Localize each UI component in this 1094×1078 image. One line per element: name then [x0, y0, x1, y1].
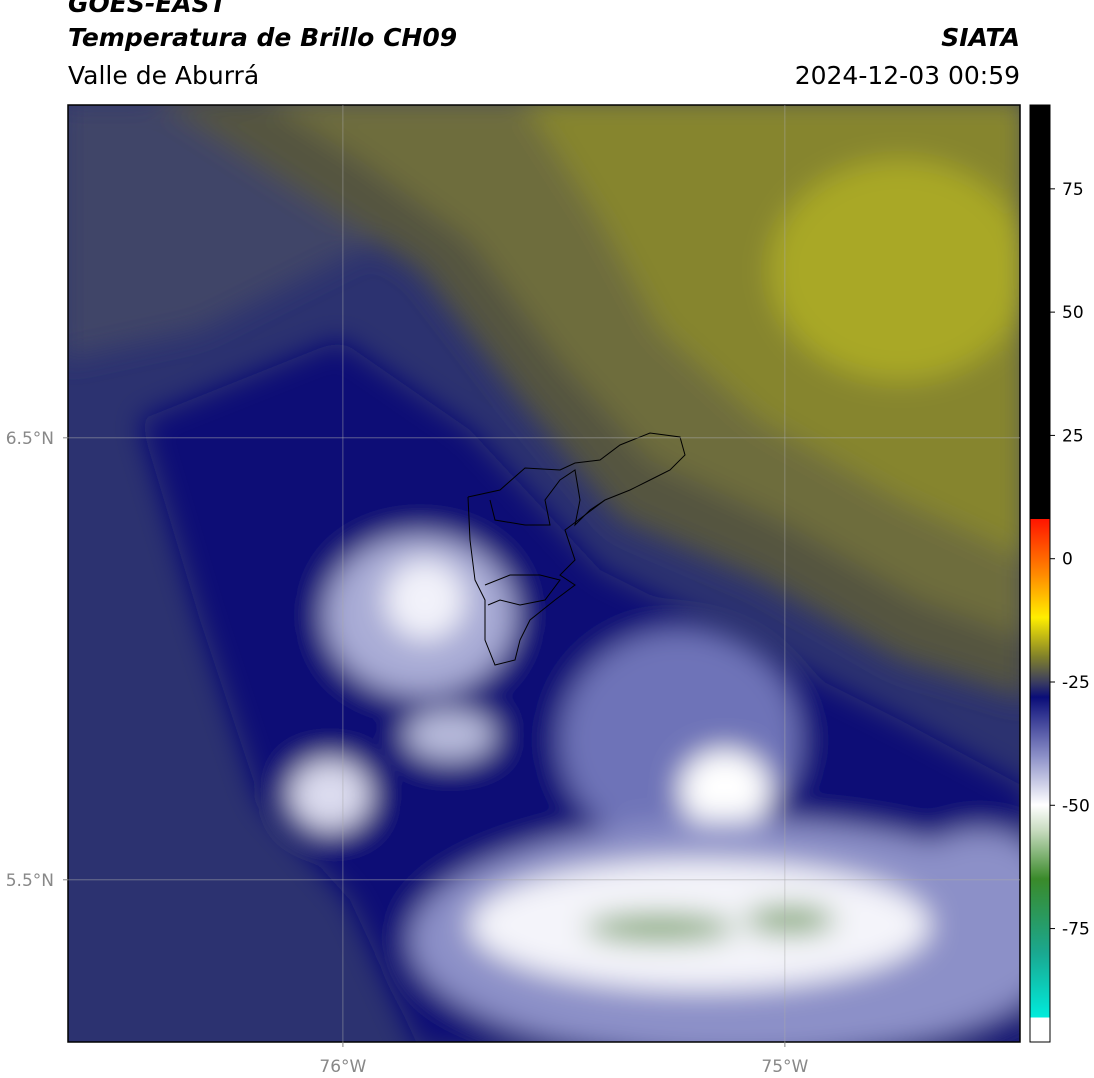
colorbar-tick-label: 25 [1062, 426, 1084, 446]
colorbar-tick-label: 0 [1062, 550, 1073, 570]
region: Valle de Aburrá [68, 61, 259, 90]
subtitle: Temperatura de Brillo CH09 [68, 23, 457, 52]
source: SIATA [941, 23, 1020, 52]
map-frame [67, 104, 1021, 1043]
colorbar-tick-label: -50 [1062, 796, 1090, 816]
datetime: 2024-12-03 00:59 [795, 61, 1020, 90]
colorbar-tick-label: -75 [1062, 920, 1090, 940]
x-tick-label: 75°W [761, 1057, 808, 1077]
x-tick-label: 76°W [319, 1057, 366, 1077]
y-tick-label: 6.5°N [6, 429, 54, 449]
colorbar-tick-label: 50 [1062, 303, 1084, 323]
satellite-image [68, 105, 1020, 1042]
title: GOES-EAST [68, 0, 229, 18]
colorbar [1029, 104, 1051, 1043]
y-tick-label: 5.5°N [6, 871, 54, 891]
colorbar-tick-label: 75 [1062, 180, 1084, 200]
colorbar-tick-label: -25 [1062, 673, 1090, 693]
